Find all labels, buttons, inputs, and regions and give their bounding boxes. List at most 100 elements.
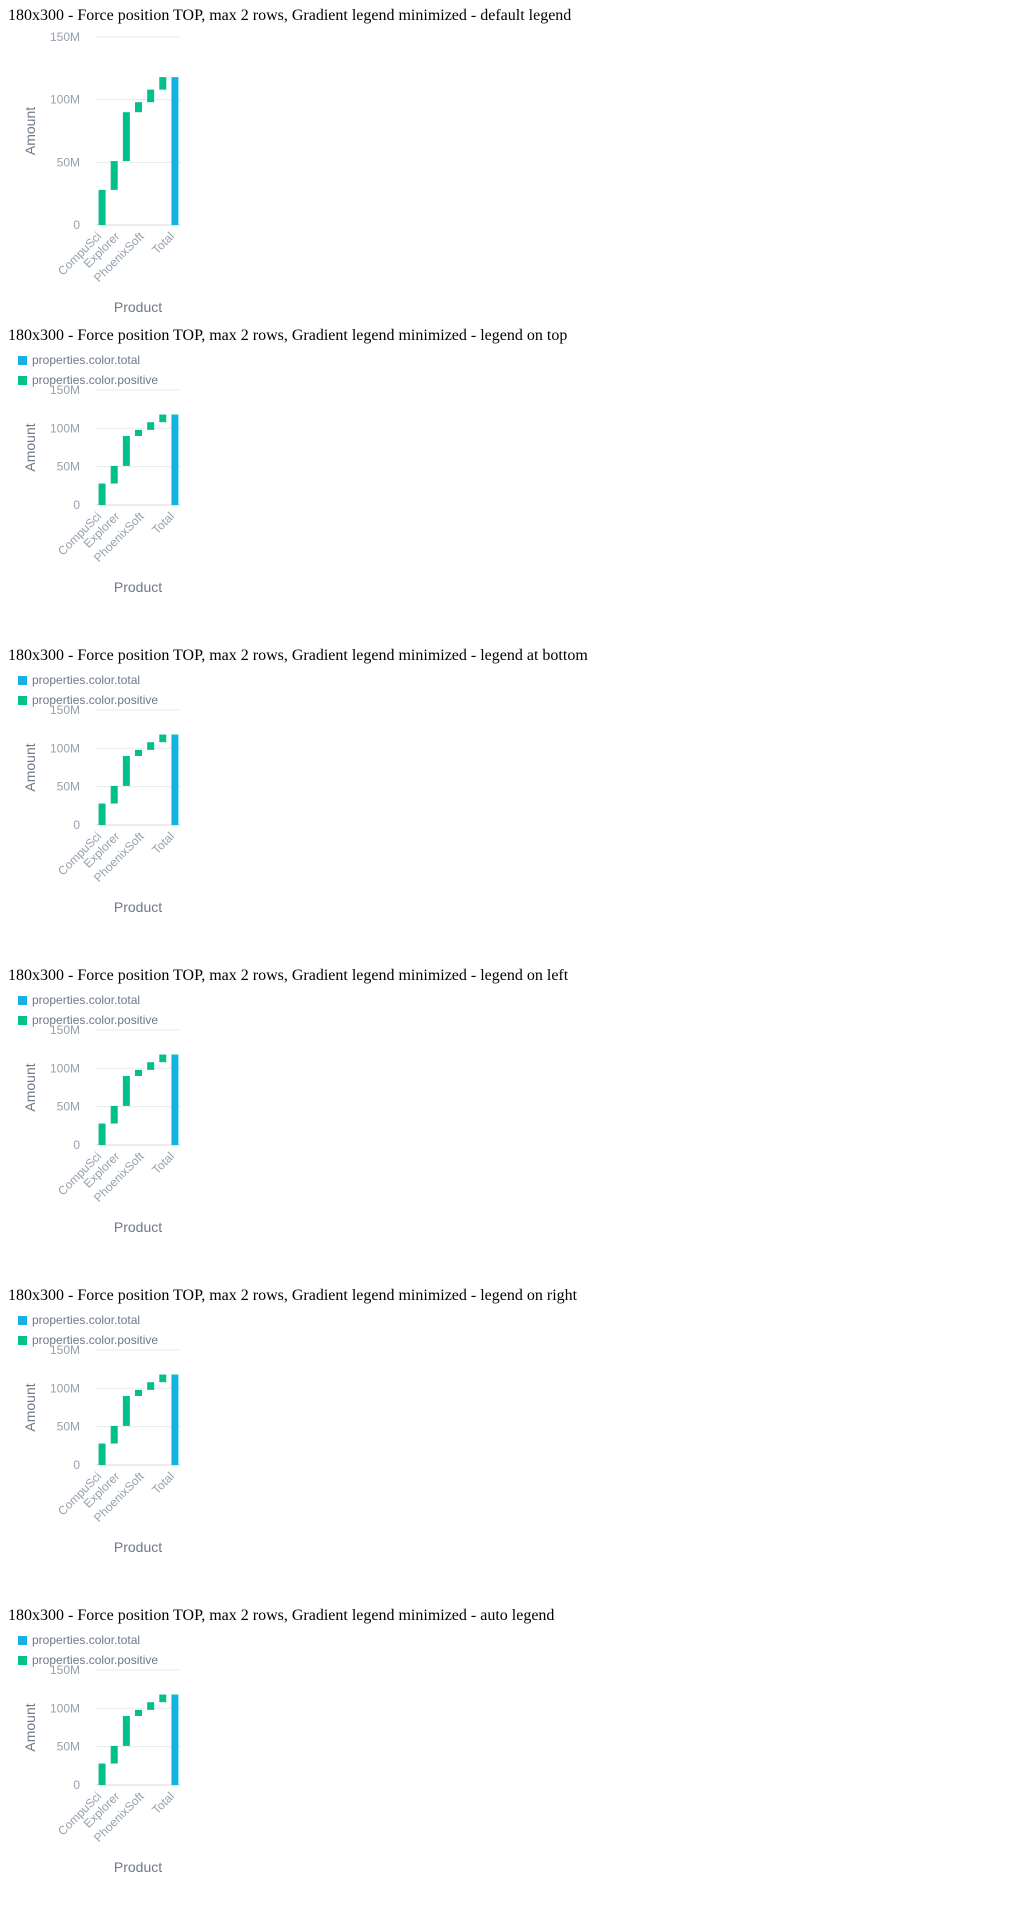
y-tick-label: 50M: [57, 1740, 80, 1754]
y-tick-label: 0: [73, 1138, 80, 1152]
positive-bar[interactable]: [122, 1716, 130, 1746]
y-tick-label: 50M: [57, 780, 80, 794]
y-axis-title: Amount: [22, 743, 38, 791]
positive-bar[interactable]: [110, 1745, 118, 1764]
x-axis-title: Product: [114, 1219, 162, 1235]
positive-bar[interactable]: [110, 465, 118, 484]
positive-bar[interactable]: [135, 102, 142, 113]
legend: properties.color.total properties.color.p…: [18, 990, 158, 1030]
legend-item: properties.color.total: [18, 990, 158, 1010]
legend-item: properties.color.total: [18, 670, 158, 690]
positive-bar[interactable]: [98, 803, 106, 825]
positive-bar[interactable]: [159, 1374, 167, 1383]
y-tick-label: 0: [73, 498, 80, 512]
x-axis-title: Product: [114, 899, 162, 915]
positive-bar[interactable]: [135, 1389, 142, 1396]
legend-swatch: [18, 675, 27, 685]
total-bar[interactable]: [171, 1374, 179, 1465]
story-2: 180x300 - Force position TOP, max 2 rows…: [0, 640, 1024, 960]
legend: properties.color.total properties.color.p…: [18, 1310, 158, 1350]
positive-bar[interactable]: [159, 1694, 167, 1703]
y-tick-label: 150M: [50, 383, 80, 397]
legend-item: properties.color.positive: [18, 690, 158, 710]
positive-bar[interactable]: [147, 89, 155, 103]
y-tick-label: 100M: [50, 93, 80, 107]
story-title: 180x300 - Force position TOP, max 2 rows…: [8, 1287, 578, 1304]
positive-bar[interactable]: [110, 1105, 118, 1124]
positive-bar[interactable]: [147, 742, 155, 750]
x-tick-label: Total: [149, 829, 177, 857]
legend-label: properties.color.positive: [32, 373, 159, 387]
legend: properties.color.total properties.color.p…: [18, 670, 158, 710]
legend-label: properties.color.total: [32, 1633, 141, 1647]
story-title: 180x300 - Force position TOP, max 2 rows…: [8, 967, 569, 984]
y-tick-label: 150M: [50, 703, 80, 717]
total-bar[interactable]: [171, 1054, 179, 1145]
story-1: 180x300 - Force position TOP, max 2 rows…: [0, 320, 1024, 640]
y-axis-title: Amount: [22, 1383, 38, 1431]
y-axis-title: Amount: [22, 423, 38, 471]
positive-bar[interactable]: [159, 734, 167, 743]
legend-item: properties.color.positive: [18, 1650, 158, 1670]
y-axis-title: Amount: [22, 107, 38, 155]
positive-bar[interactable]: [135, 1069, 142, 1076]
positive-bar[interactable]: [98, 189, 106, 225]
positive-bar[interactable]: [159, 77, 167, 90]
story-3: 180x300 - Force position TOP, max 2 rows…: [0, 960, 1024, 1280]
positive-bar[interactable]: [135, 749, 142, 756]
positive-bar[interactable]: [122, 112, 130, 162]
legend-swatch: [18, 1015, 27, 1025]
positive-bar[interactable]: [159, 414, 167, 423]
positive-bar[interactable]: [122, 756, 130, 786]
y-tick-label: 150M: [50, 1343, 80, 1357]
legend-label: properties.color.total: [32, 353, 141, 367]
positive-bar[interactable]: [98, 1443, 106, 1465]
positive-bar[interactable]: [110, 161, 118, 190]
y-tick-label: 100M: [50, 741, 80, 755]
legend-label: properties.color.total: [32, 993, 141, 1007]
legend-label: properties.color.total: [32, 673, 141, 687]
legend-item: properties.color.positive: [18, 1330, 158, 1350]
positive-bar[interactable]: [98, 1763, 106, 1785]
story-0: 180x300 - Force position TOP, max 2 rows…: [0, 0, 1024, 320]
positive-bar[interactable]: [98, 483, 106, 505]
positive-bar[interactable]: [135, 1709, 142, 1716]
total-bar[interactable]: [171, 77, 179, 226]
total-bar[interactable]: [171, 734, 179, 825]
y-tick-label: 150M: [50, 1663, 80, 1677]
positive-bar[interactable]: [122, 436, 130, 466]
legend-item: properties.color.positive: [18, 370, 158, 390]
y-tick-label: 100M: [50, 1381, 80, 1395]
total-bar[interactable]: [171, 1694, 179, 1785]
x-tick-label: Total: [149, 229, 177, 257]
positive-bar[interactable]: [147, 1702, 155, 1710]
y-axis-title: Amount: [22, 1063, 38, 1111]
positive-bar[interactable]: [98, 1123, 106, 1145]
positive-bar[interactable]: [135, 429, 142, 436]
positive-bar[interactable]: [159, 1054, 167, 1063]
y-axis-title: Amount: [22, 1703, 38, 1751]
positive-bar[interactable]: [147, 1382, 155, 1390]
total-bar[interactable]: [171, 414, 179, 505]
y-tick-label: 0: [73, 818, 80, 832]
positive-bar[interactable]: [122, 1076, 130, 1106]
legend-swatch: [18, 1335, 27, 1345]
legend-item: properties.color.total: [18, 350, 158, 370]
legend-label: properties.color.positive: [32, 1653, 159, 1667]
positive-bar[interactable]: [147, 422, 155, 430]
positive-bar[interactable]: [122, 1396, 130, 1426]
y-tick-label: 150M: [50, 30, 80, 44]
y-tick-label: 0: [73, 1778, 80, 1792]
positive-bar[interactable]: [110, 785, 118, 804]
y-tick-label: 100M: [50, 1061, 80, 1075]
positive-bar[interactable]: [147, 1062, 155, 1070]
positive-bar[interactable]: [110, 1425, 118, 1444]
story-title: 180x300 - Force position TOP, max 2 rows…: [8, 7, 572, 24]
story-5: 180x300 - Force position TOP, max 2 rows…: [0, 1600, 1024, 1920]
x-tick-label: Total: [149, 509, 177, 537]
